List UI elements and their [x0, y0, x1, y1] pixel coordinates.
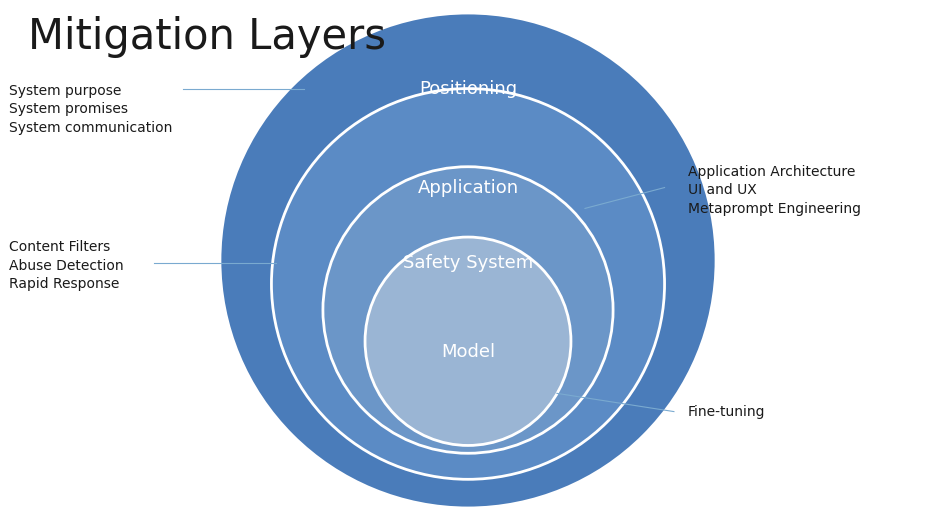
Ellipse shape — [365, 237, 571, 445]
Text: Model: Model — [441, 343, 495, 361]
Ellipse shape — [323, 167, 613, 453]
Text: Content Filters
Abuse Detection
Rapid Response: Content Filters Abuse Detection Rapid Re… — [9, 240, 124, 291]
Text: Application Architecture
UI and UX
Metaprompt Engineering: Application Architecture UI and UX Metap… — [688, 165, 861, 216]
Text: Positioning: Positioning — [419, 80, 517, 97]
Text: Application: Application — [417, 179, 519, 196]
Ellipse shape — [220, 13, 716, 508]
Text: Safety System: Safety System — [402, 254, 534, 272]
Text: Fine-tuning: Fine-tuning — [688, 405, 766, 418]
Text: Mitigation Layers: Mitigation Layers — [28, 16, 386, 58]
Ellipse shape — [271, 89, 665, 479]
Text: System purpose
System promises
System communication: System purpose System promises System co… — [9, 84, 173, 135]
